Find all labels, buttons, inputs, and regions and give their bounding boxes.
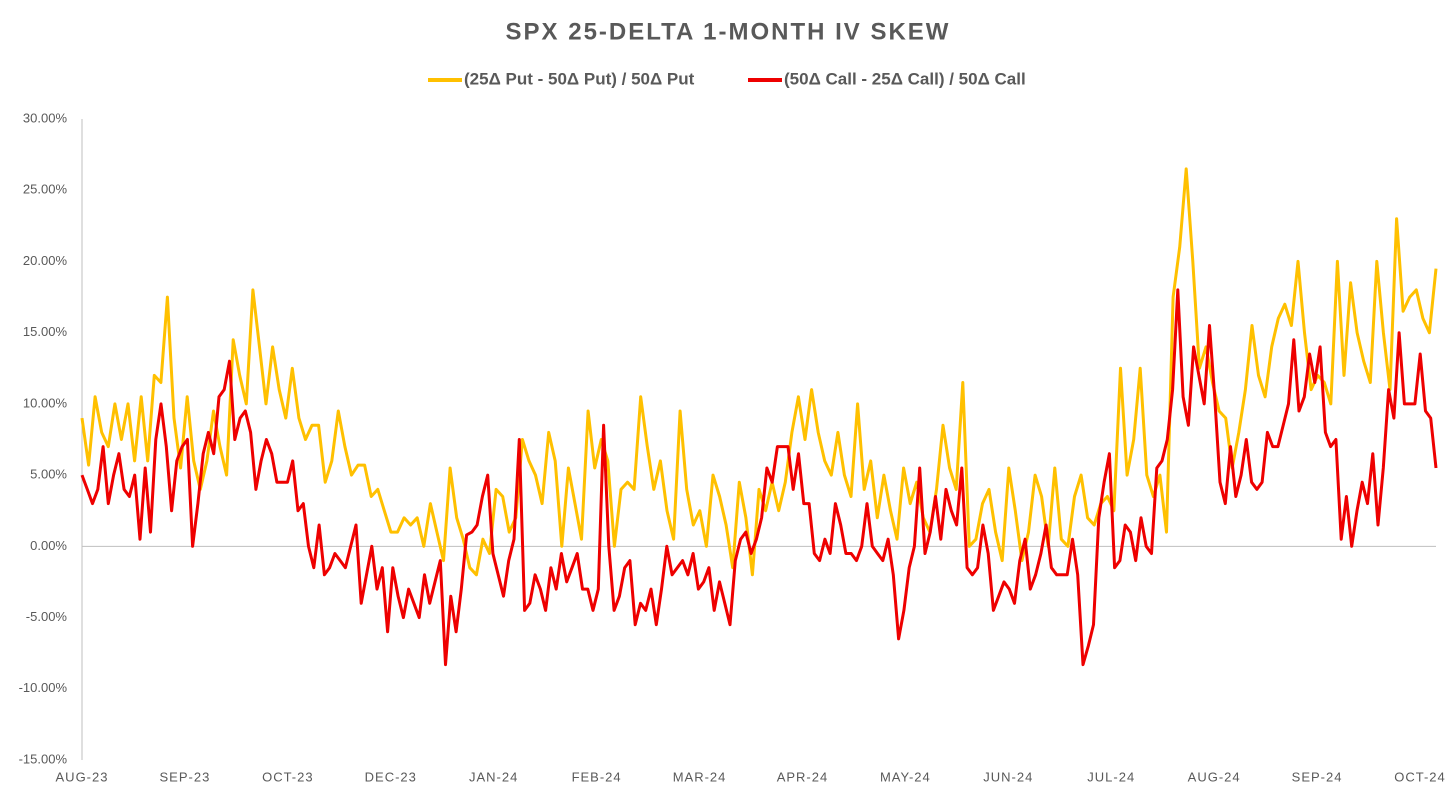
legend-label: (50Δ Call - 25Δ Call) / 50Δ Call [784,69,1026,88]
y-tick-label: -15.00% [19,751,68,766]
x-tick-label: AUG-24 [1188,769,1241,784]
legend-label: (25Δ Put - 50Δ Put) / 50Δ Put [464,69,695,88]
x-tick-label: DEC-23 [365,769,417,784]
x-tick-label: OCT-24 [1394,769,1446,784]
x-tick-label: SEP-24 [1292,769,1343,784]
chart-title: SPX 25-DELTA 1-MONTH IV SKEW [506,18,951,45]
y-tick-label: 5.00% [30,467,67,482]
x-tick-label: JUL-24 [1087,769,1135,784]
x-tick-label: MAY-24 [880,769,931,784]
y-tick-label: 10.00% [23,395,68,410]
y-tick-label: -10.00% [19,680,68,695]
x-tick-label: APR-24 [777,769,829,784]
y-tick-label: 0.00% [30,538,67,553]
x-tick-label: AUG-23 [56,769,109,784]
x-tick-label: JUN-24 [983,769,1033,784]
x-tick-label: MAR-24 [673,769,727,784]
series-line [80,167,1438,577]
y-tick-label: 20.00% [23,253,68,268]
x-tick-label: FEB-24 [572,769,622,784]
y-tick-label: 15.00% [23,324,68,339]
x-tick-label: OCT-23 [262,769,314,784]
x-tick-label: JAN-24 [469,769,518,784]
y-tick-label: 30.00% [23,110,68,125]
y-tick-label: -5.00% [26,609,68,624]
x-tick-label: SEP-23 [160,769,211,784]
series-line [80,288,1438,667]
y-tick-label: 25.00% [23,182,68,197]
